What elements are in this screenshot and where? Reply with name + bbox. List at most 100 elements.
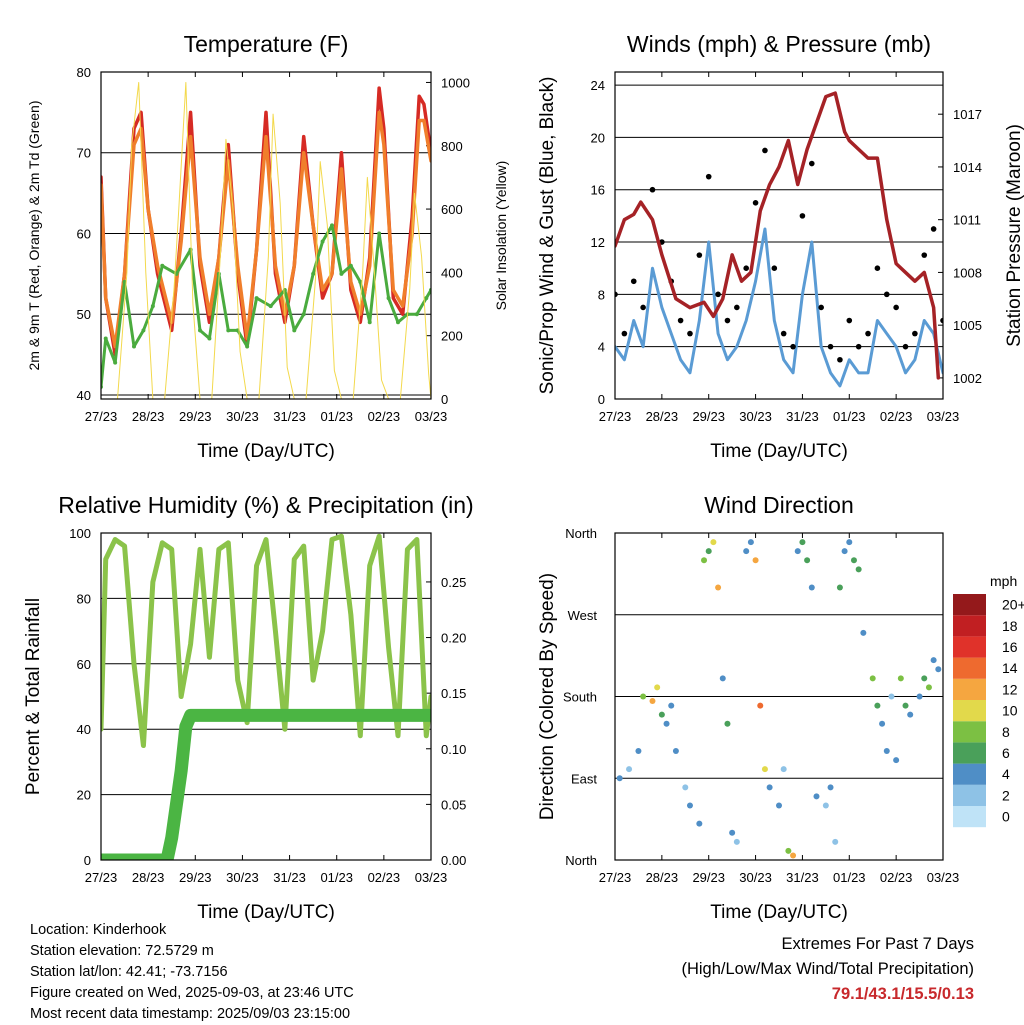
legend-label: 16 <box>1002 639 1018 655</box>
direction-point <box>860 629 867 636</box>
legend-label: 18 <box>1002 618 1018 634</box>
dewpoint-point <box>396 320 400 325</box>
temperature-title: Temperature (F) <box>184 31 349 57</box>
x-tick-label: 27/23 <box>599 870 632 885</box>
direction-point <box>672 748 679 754</box>
y-tick-label: 70 <box>77 146 91 161</box>
gust-point <box>705 173 712 180</box>
y-tick-label: 16 <box>591 183 605 198</box>
dewpoint-point <box>132 344 136 349</box>
gust-point <box>865 330 871 337</box>
y2-tick-label: 0 <box>441 392 448 407</box>
winds-series-2 <box>615 91 941 380</box>
dewpoint-point <box>358 279 363 284</box>
gust-point <box>874 265 881 272</box>
y2-tick-label: 1014 <box>953 160 982 175</box>
dewpoint-point <box>198 328 202 333</box>
y2-tick-label: 800 <box>441 139 463 154</box>
winds-frame <box>614 71 944 400</box>
legend-swatch <box>953 700 986 722</box>
dewpoint-point <box>424 296 429 301</box>
y-tick-label: East <box>571 771 597 786</box>
dewpoint-point <box>254 296 259 301</box>
winds-xlabel: Time (Day/UTC) <box>710 441 848 462</box>
x-tick-label: 29/23 <box>692 409 725 424</box>
extremes-box: Extremes For Past 7 Days (High/Low/Max W… <box>681 932 974 1007</box>
humidity-data <box>101 533 431 860</box>
gust-point <box>818 304 824 311</box>
direction-point <box>897 675 904 682</box>
station-info: Location: Kinderhook Station elevation: … <box>30 920 354 1025</box>
dewpoint-point <box>122 279 127 284</box>
direction-point <box>832 838 839 845</box>
direction-point <box>808 584 815 591</box>
gust-point <box>883 291 890 298</box>
direction-point <box>916 693 923 700</box>
direction-point <box>715 584 722 591</box>
x-tick-label: 29/23 <box>692 870 725 885</box>
direction-point <box>705 548 712 555</box>
direction-point <box>696 820 703 827</box>
direction-point <box>921 675 928 682</box>
direction-point <box>626 766 633 773</box>
direction-point <box>822 802 829 809</box>
y-tick-label: North <box>565 526 597 541</box>
y2-tick-label: 1005 <box>953 318 982 333</box>
dewpoint-point <box>188 247 193 252</box>
humidity-title: Relative Humidity (%) & Precipitation (i… <box>58 492 473 518</box>
direction-point <box>729 829 736 836</box>
y2-tick-label: 0.05 <box>441 797 466 812</box>
y-tick-label: 20 <box>591 130 605 145</box>
temperature-xlabel: Time (Day/UTC) <box>197 441 335 462</box>
direction-point <box>893 757 900 764</box>
extremes-title: Extremes For Past 7 Days <box>781 935 974 953</box>
legend-swatch <box>953 806 986 828</box>
x-tick-label: 02/23 <box>368 409 401 424</box>
direction-point <box>846 539 853 546</box>
gust-point <box>837 356 843 363</box>
gust-point <box>762 147 768 154</box>
legend-label: 0 <box>1002 809 1010 825</box>
x-tick-label: 27/23 <box>85 870 118 885</box>
direction-point <box>719 675 726 682</box>
legend-swatch <box>953 763 986 785</box>
gust-point <box>827 343 834 350</box>
y2-tick-label: 0.20 <box>441 631 466 646</box>
winds-series-0 <box>615 227 943 388</box>
x-tick-label: 30/23 <box>739 409 772 424</box>
speed-legend: mph 0 2 4 6 8 10 12 14 16 18 20+ <box>953 573 1024 828</box>
dewpoint-point <box>113 360 118 365</box>
direction-point <box>757 702 764 709</box>
x-tick-label: 27/23 <box>599 409 632 424</box>
x-tick-label: 30/23 <box>226 870 259 885</box>
temperature-series-3 <box>101 81 431 399</box>
wind-direction-title: Wind Direction <box>704 492 854 518</box>
winds-y2label: Station Pressure (Maroon) <box>1004 124 1024 347</box>
x-tick-label: 28/23 <box>132 409 165 424</box>
direction-point <box>682 784 689 791</box>
gust-point <box>687 330 693 337</box>
direction-point <box>635 748 642 754</box>
direction-point <box>658 711 665 718</box>
y-tick-label: South <box>563 690 597 705</box>
gust-point <box>771 265 778 272</box>
x-tick-label: 31/23 <box>786 870 819 885</box>
gust-point <box>855 343 862 350</box>
x-tick-label: 03/23 <box>927 870 960 885</box>
x-tick-label: 29/23 <box>179 409 212 424</box>
legend-swatch <box>953 678 986 700</box>
direction-point <box>790 852 797 859</box>
y2-tick-label: 0.00 <box>441 853 466 868</box>
x-tick-label: 29/23 <box>179 870 212 885</box>
dewpoint-point <box>292 328 297 333</box>
legend-label: 10 <box>1002 703 1018 719</box>
temperature-y2label: Solar Insolation (Yellow) <box>493 161 509 311</box>
direction-point <box>649 698 656 705</box>
y-tick-label: 80 <box>77 65 91 80</box>
gust-point <box>630 278 637 285</box>
y-tick-label: 50 <box>77 307 91 322</box>
gust-point <box>940 317 943 324</box>
x-tick-label: 31/23 <box>273 409 306 424</box>
